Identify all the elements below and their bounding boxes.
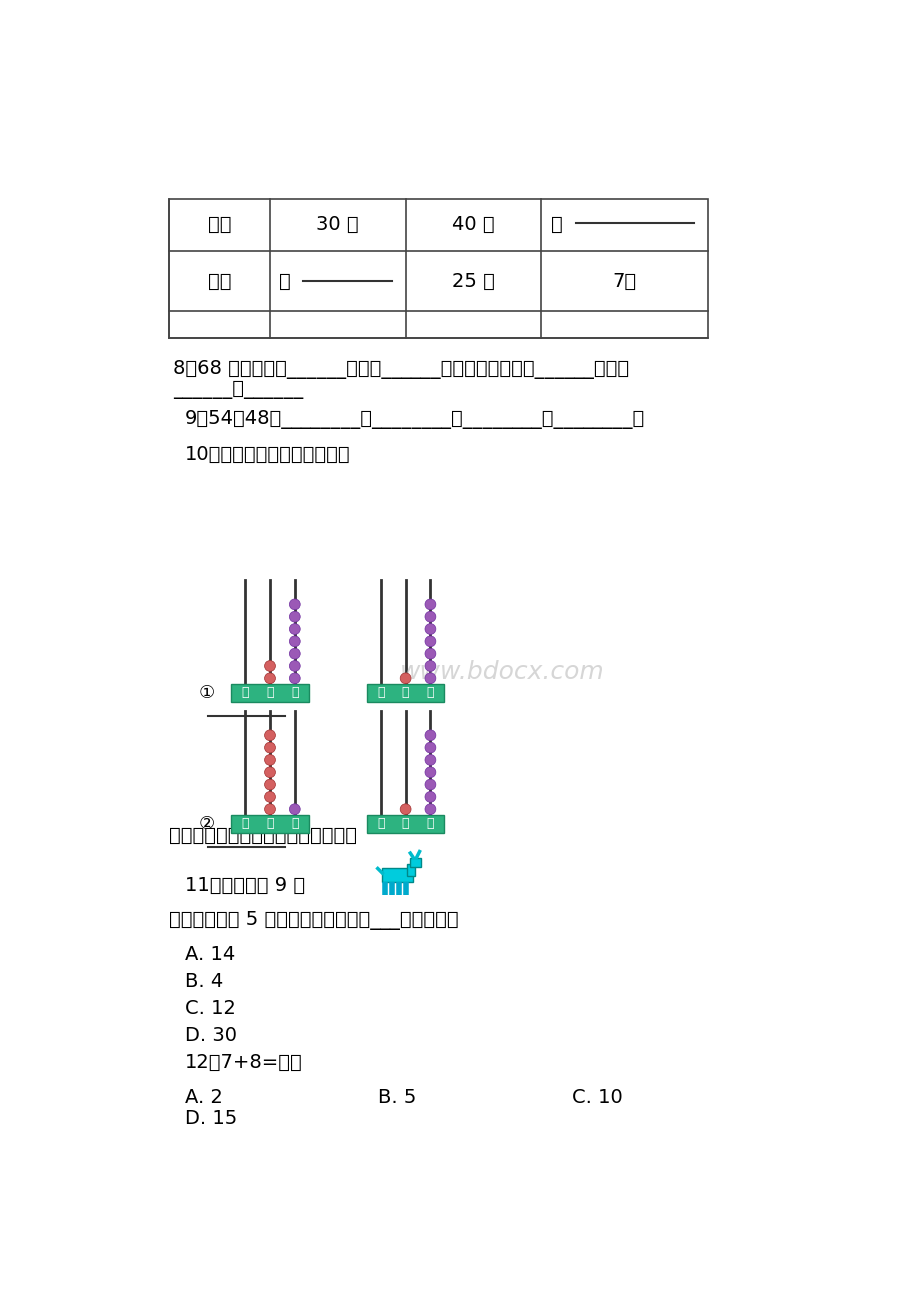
- Circle shape: [400, 673, 411, 684]
- Circle shape: [289, 660, 300, 672]
- Bar: [407, 863, 414, 876]
- Text: 百: 百: [241, 686, 249, 699]
- Circle shape: [289, 599, 300, 609]
- Circle shape: [425, 673, 436, 684]
- Circle shape: [265, 742, 275, 753]
- Circle shape: [265, 792, 275, 802]
- Text: D. 15: D. 15: [185, 1109, 237, 1129]
- Text: 百: 百: [377, 686, 384, 699]
- Circle shape: [265, 755, 275, 766]
- Text: 40 本: 40 本: [451, 215, 494, 234]
- Circle shape: [425, 767, 436, 777]
- Circle shape: [265, 730, 275, 741]
- Text: 11．草地上有 9 只: 11．草地上有 9 只: [185, 876, 304, 896]
- Text: 25 本: 25 本: [451, 272, 494, 290]
- Text: 十: 十: [266, 686, 274, 699]
- Circle shape: [425, 730, 436, 741]
- Circle shape: [265, 673, 275, 684]
- Text: A. 2: A. 2: [185, 1088, 222, 1107]
- Text: B. 4: B. 4: [185, 973, 222, 991]
- Bar: [231, 684, 309, 702]
- Circle shape: [425, 599, 436, 609]
- Text: 30 枝: 30 枝: [316, 215, 358, 234]
- Bar: [410, 858, 421, 867]
- Text: 个: 个: [290, 686, 299, 699]
- Text: 12．7+8=（）: 12．7+8=（）: [185, 1053, 302, 1073]
- Text: 8．68 十位上数是______，表示______个十，个位上数是______，表示: 8．68 十位上数是______，表示______个十，个位上数是______，…: [173, 361, 629, 379]
- Text: www.bdocx.com: www.bdocx.com: [400, 660, 604, 684]
- Bar: [367, 684, 444, 702]
- Text: A. 14: A. 14: [185, 945, 234, 965]
- Circle shape: [265, 660, 275, 672]
- Circle shape: [425, 612, 436, 622]
- Bar: [382, 868, 413, 883]
- Circle shape: [265, 767, 275, 777]
- Circle shape: [425, 624, 436, 634]
- Text: 枝: 枝: [279, 272, 290, 290]
- Text: 个: 个: [426, 818, 434, 831]
- Circle shape: [289, 803, 300, 815]
- Text: 十: 十: [266, 818, 274, 831]
- Circle shape: [289, 648, 300, 659]
- Circle shape: [425, 803, 436, 815]
- Text: 二、对号入座、选择填空（含多选）: 二、对号入座、选择填空（含多选）: [169, 827, 357, 845]
- Bar: [231, 815, 309, 833]
- Text: ①: ①: [199, 684, 214, 702]
- Text: ②: ②: [199, 815, 214, 833]
- Circle shape: [425, 648, 436, 659]
- Text: B. 5: B. 5: [378, 1088, 416, 1107]
- Text: 还剩: 还剩: [208, 272, 231, 290]
- Circle shape: [289, 612, 300, 622]
- Text: 百: 百: [241, 818, 249, 831]
- Circle shape: [400, 803, 411, 815]
- Text: 个: 个: [426, 686, 434, 699]
- Text: C. 10: C. 10: [572, 1088, 622, 1107]
- Circle shape: [425, 742, 436, 753]
- Text: D. 30: D. 30: [185, 1026, 236, 1046]
- Text: 把: 把: [550, 215, 562, 234]
- Circle shape: [265, 803, 275, 815]
- Text: 个: 个: [290, 818, 299, 831]
- Text: 卖掉: 卖掉: [208, 215, 231, 234]
- Text: C. 12: C. 12: [185, 1000, 235, 1018]
- Circle shape: [289, 635, 300, 647]
- Circle shape: [425, 635, 436, 647]
- Bar: [367, 815, 444, 833]
- Circle shape: [289, 673, 300, 684]
- Circle shape: [425, 792, 436, 802]
- Text: 百: 百: [377, 818, 384, 831]
- Text: ______个______: ______个______: [173, 380, 303, 400]
- Text: 9．54、48、________、________、________、________。: 9．54、48、________、________、________、_____…: [185, 410, 644, 430]
- Bar: [169, 199, 707, 339]
- Text: 十: 十: [402, 686, 409, 699]
- Text: 在吃草，走了 5 只，现在草地上还有___只羊．（）: 在吃草，走了 5 只，现在草地上还有___只羊．（）: [169, 911, 459, 930]
- Circle shape: [425, 779, 436, 790]
- Text: 10．看图写数，并比较大小。: 10．看图写数，并比较大小。: [185, 445, 350, 464]
- Circle shape: [425, 755, 436, 766]
- Text: 7把: 7把: [612, 272, 636, 290]
- Circle shape: [265, 779, 275, 790]
- Circle shape: [425, 660, 436, 672]
- Circle shape: [289, 624, 300, 634]
- Text: 十: 十: [402, 818, 409, 831]
